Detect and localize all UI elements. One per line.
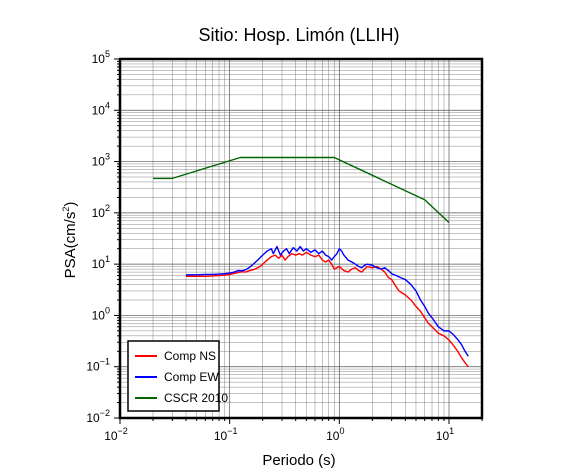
y-tick-label: 103 [92, 152, 110, 169]
y-tick-label: 105 [92, 49, 110, 66]
y-tick-label: 10−2 [86, 408, 110, 425]
x-tick-label: 10−2 [104, 426, 128, 443]
legend: Comp NS Comp EW CSCR 2010 [127, 340, 228, 412]
legend-label-cscr-2010: CSCR 2010 [164, 391, 228, 405]
series-line-comp-ew [186, 245, 469, 357]
y-tick-label: 101 [92, 254, 110, 271]
x-tick-label: 101 [436, 426, 454, 443]
series-group [153, 156, 469, 368]
y-tick-label: 100 [92, 305, 110, 322]
x-tick-label: 10−1 [214, 426, 238, 443]
y-tick-label: 102 [92, 203, 110, 220]
chart-title: Sitio: Hosp. Limón (LLIH) [198, 25, 399, 45]
y-axis-label: PSA(cm/s2) [61, 202, 79, 279]
series-line-comp-ns [186, 251, 469, 368]
y-axis-label-sup: 2 [61, 207, 71, 212]
series-line-cscr-2010 [153, 156, 450, 223]
y-tick-label: 104 [92, 100, 110, 117]
x-tick-label: 100 [326, 426, 344, 443]
legend-label-comp-ns: Comp NS [164, 349, 216, 363]
grid [119, 58, 483, 419]
legend-label-comp-ew: Comp EW [164, 370, 219, 384]
x-axis-label: Periodo (s) [262, 452, 335, 469]
y-tick-label: 10−1 [86, 357, 110, 374]
ticks: 10−2 10−1 100 101 10−2 10−1 100 101 102 103 104 105 [86, 49, 483, 443]
y-axis-label-close: ) [62, 202, 79, 207]
plot-frame [118, 57, 484, 420]
y-axis-label-main: PSA(cm/s [62, 212, 79, 279]
